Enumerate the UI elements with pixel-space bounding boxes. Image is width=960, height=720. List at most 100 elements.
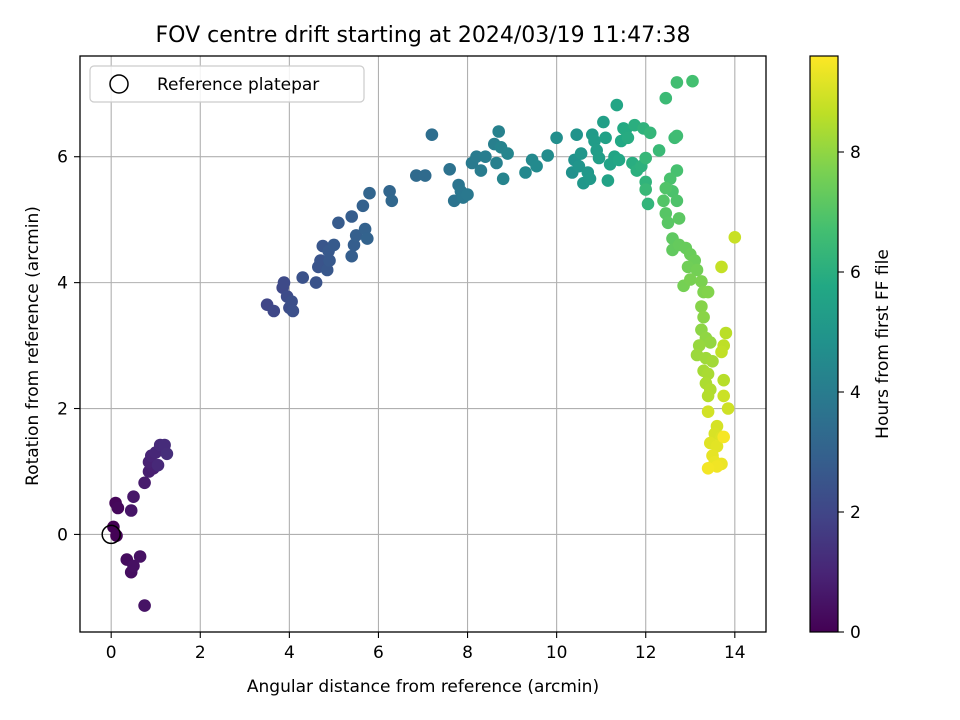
colorbar-tick-label: 2 bbox=[850, 503, 861, 523]
plot-frame bbox=[79, 55, 767, 633]
data-point bbox=[110, 529, 123, 542]
data-point bbox=[661, 216, 675, 230]
data-point bbox=[358, 222, 372, 236]
data-point bbox=[345, 249, 359, 263]
y-axis-ticks: 0 2 4 6 bbox=[57, 148, 80, 545]
data-point bbox=[601, 174, 615, 187]
data-point bbox=[327, 238, 341, 252]
data-point bbox=[501, 147, 514, 160]
data-point bbox=[361, 232, 374, 245]
data-point bbox=[267, 304, 281, 318]
colorbar-tick-label: 4 bbox=[850, 383, 861, 403]
data-point bbox=[479, 150, 492, 163]
data-point bbox=[111, 501, 125, 515]
colorbar: 0 2 4 6 8 Hours from first FF file bbox=[809, 55, 893, 643]
data-point bbox=[138, 476, 151, 490]
data-point bbox=[356, 199, 370, 213]
data-point bbox=[127, 559, 140, 573]
data-point bbox=[418, 169, 432, 182]
data-point bbox=[715, 345, 728, 359]
data-point bbox=[599, 131, 612, 145]
plot-area: 0 2 4 6 8 10 12 14 0 2 4 6 bbox=[57, 55, 767, 663]
data-point bbox=[286, 304, 300, 318]
x-tick-label: 14 bbox=[724, 643, 746, 663]
data-point bbox=[496, 172, 510, 186]
data-point bbox=[697, 310, 710, 324]
colorbar-scale bbox=[809, 55, 839, 633]
data-point bbox=[572, 159, 586, 173]
data-point bbox=[349, 229, 363, 242]
data-point bbox=[296, 271, 310, 284]
data-point bbox=[345, 210, 359, 223]
data-point bbox=[461, 188, 474, 201]
data-point bbox=[138, 599, 151, 612]
x-axis-ticks: 0 2 4 6 8 10 12 14 bbox=[106, 632, 746, 663]
data-point bbox=[652, 144, 666, 157]
data-point bbox=[314, 254, 327, 267]
data-point bbox=[717, 373, 730, 387]
data-point bbox=[323, 254, 336, 267]
data-point bbox=[570, 128, 583, 141]
data-point bbox=[127, 490, 140, 504]
data-point bbox=[588, 134, 601, 148]
data-point bbox=[695, 300, 708, 313]
x-tick-label: 8 bbox=[462, 643, 473, 663]
data-point bbox=[701, 462, 715, 475]
data-point bbox=[470, 150, 483, 163]
data-point bbox=[383, 185, 396, 198]
data-point bbox=[541, 149, 554, 162]
data-point bbox=[641, 197, 655, 211]
data-point bbox=[592, 151, 606, 165]
data-point bbox=[715, 260, 728, 274]
data-point bbox=[385, 194, 399, 208]
y-tick-label: 6 bbox=[57, 148, 68, 168]
legend-marker-icon bbox=[109, 74, 129, 94]
data-point bbox=[621, 131, 635, 145]
data-point bbox=[160, 447, 174, 461]
data-points bbox=[107, 74, 742, 612]
y-axis-label: Rotation from reference (arcmin) bbox=[23, 206, 43, 486]
data-point bbox=[728, 231, 742, 244]
data-point bbox=[519, 166, 532, 179]
data-point bbox=[686, 74, 699, 88]
data-point bbox=[425, 128, 439, 141]
data-point bbox=[612, 153, 626, 167]
data-point bbox=[684, 273, 697, 286]
y-tick-label: 4 bbox=[57, 274, 68, 294]
data-point bbox=[550, 131, 563, 145]
colorbar-tick-label: 8 bbox=[850, 143, 861, 163]
data-point bbox=[285, 295, 298, 308]
data-point bbox=[704, 336, 717, 349]
x-tick-label: 12 bbox=[635, 643, 657, 663]
data-point bbox=[701, 405, 715, 419]
data-point bbox=[320, 263, 334, 277]
data-point bbox=[332, 216, 345, 230]
data-point bbox=[639, 151, 652, 165]
legend: Reference platepar bbox=[89, 65, 365, 103]
x-tick-label: 0 bbox=[106, 643, 117, 663]
data-point bbox=[610, 98, 624, 112]
legend-label: Reference platepar bbox=[157, 75, 319, 95]
data-point bbox=[670, 129, 684, 143]
x-tick-label: 2 bbox=[195, 643, 206, 663]
x-tick-label: 6 bbox=[373, 643, 384, 663]
colorbar-tick-label: 6 bbox=[850, 263, 861, 283]
data-point bbox=[672, 212, 686, 225]
data-point bbox=[277, 276, 291, 289]
data-point bbox=[151, 458, 165, 472]
data-point bbox=[659, 91, 673, 105]
data-point bbox=[695, 275, 708, 288]
colorbar-label: Hours from first FF file bbox=[873, 249, 893, 439]
data-point bbox=[597, 115, 610, 129]
chart-title: FOV centre drift starting at 2024/03/19 … bbox=[156, 23, 691, 48]
data-point bbox=[410, 169, 423, 182]
y-tick-label: 0 bbox=[57, 525, 68, 545]
data-point bbox=[717, 389, 730, 403]
data-point bbox=[643, 126, 657, 140]
data-point bbox=[492, 125, 506, 138]
data-point bbox=[639, 183, 652, 196]
data-point bbox=[659, 181, 673, 195]
gridlines bbox=[80, 56, 766, 632]
y-tick-label: 2 bbox=[57, 400, 68, 420]
